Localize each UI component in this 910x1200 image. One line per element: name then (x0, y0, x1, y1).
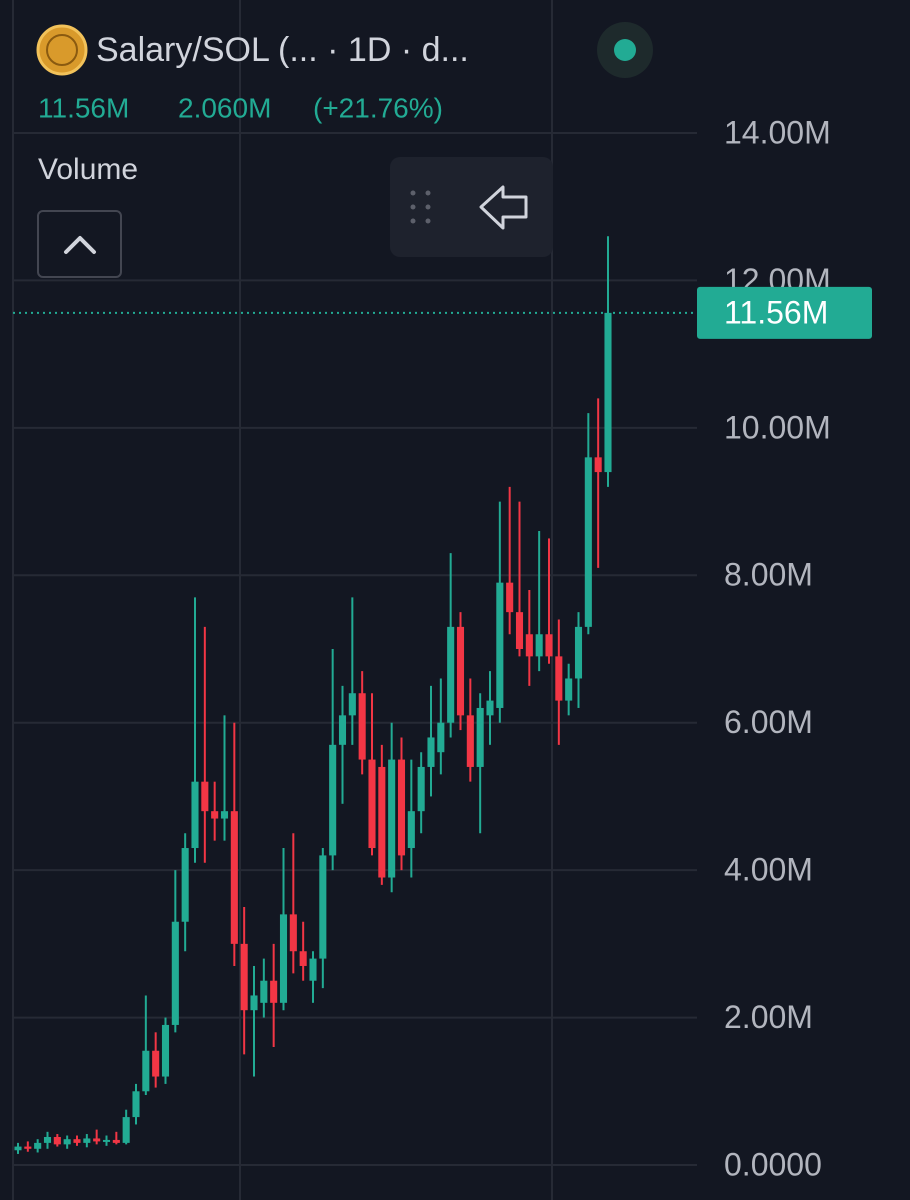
candle-body (427, 737, 435, 767)
candle-body (604, 312, 612, 473)
drag-handle[interactable] (410, 190, 431, 224)
candle-body (220, 811, 229, 819)
candle-body (93, 1138, 101, 1142)
y-tick-label: 6.00M (724, 704, 813, 740)
candle-body (270, 980, 278, 1003)
candle-body (437, 722, 445, 753)
arrow-tool[interactable] (479, 185, 528, 230)
candle-body (142, 1050, 150, 1092)
candle-body (181, 848, 189, 922)
candle-body (161, 1024, 170, 1077)
y-tick-label: 10.00M (724, 409, 831, 445)
candle-body (309, 958, 317, 981)
candle-body (24, 1146, 32, 1149)
last-price-tag (697, 286, 872, 339)
candle-body (378, 766, 386, 878)
symbol-title[interactable]: Salary/SOL (... · 1D · d... (96, 31, 469, 69)
price: 11.56M (38, 92, 129, 123)
coin-icon (36, 24, 88, 76)
candle-body (466, 715, 474, 767)
candle-body (299, 951, 307, 966)
candle-body (574, 626, 583, 679)
candle-body (152, 1050, 160, 1077)
floating-toolbar (390, 157, 553, 257)
candle-body (132, 1091, 140, 1118)
candle-body (73, 1139, 81, 1143)
candle-body (476, 707, 484, 767)
candle-body (250, 995, 258, 1011)
candle-body (397, 759, 406, 856)
candle-body (34, 1142, 42, 1149)
candle-body (506, 582, 514, 613)
status-dot (614, 39, 636, 61)
candle-body (260, 980, 268, 1003)
candle-body (329, 744, 337, 856)
candle-body (594, 457, 602, 473)
last-price-label: 11.56M (724, 294, 828, 330)
candle-body (388, 759, 396, 878)
candle-body (348, 693, 356, 716)
candle-body (211, 811, 219, 819)
y-tick-label: 4.00M (724, 852, 813, 888)
candle-body (338, 715, 347, 745)
candle-body (201, 781, 209, 812)
candle-body (289, 914, 297, 952)
change-pct: (+21.76%) (313, 92, 443, 123)
candle-body (83, 1138, 91, 1143)
candle-body (122, 1117, 130, 1143)
candle-body (43, 1136, 52, 1143)
candle-body (63, 1139, 71, 1145)
change: 2.060M (178, 92, 271, 123)
candle-body (112, 1139, 120, 1143)
candle-body (191, 781, 199, 849)
y-tick-label: 14.00M (724, 114, 831, 150)
candle-body (319, 855, 327, 959)
candle-body (565, 678, 573, 701)
toolbar-bg (390, 157, 553, 257)
candle-body (515, 612, 524, 649)
plot (13, 132, 697, 1166)
candle-body (230, 811, 238, 944)
indicator-label: Volume (38, 153, 138, 186)
y-tick-label: 2.00M (724, 999, 813, 1035)
candle-body (417, 766, 425, 812)
candle-body (555, 656, 563, 701)
candle-body (525, 634, 533, 657)
candle-body (496, 582, 504, 708)
collapse-button[interactable] (37, 210, 122, 278)
candle-body (447, 626, 455, 723)
candle-body (545, 634, 553, 657)
candle-body (486, 700, 494, 716)
candle-body (456, 626, 465, 716)
candle-body (171, 921, 179, 1025)
y-tick-label: 8.00M (724, 557, 813, 593)
chevron-up (64, 236, 96, 254)
candle-body (358, 693, 366, 760)
candle-body (584, 457, 592, 627)
candle-body (53, 1136, 61, 1145)
candle-body (407, 811, 415, 849)
candle-body (240, 943, 248, 1011)
coin-icon-ring (46, 34, 78, 66)
candle-body (279, 914, 288, 1003)
candle-body (368, 759, 376, 849)
y-tick-label: 0.0000 (724, 1146, 822, 1182)
candle-body (535, 634, 543, 657)
candle-body (102, 1139, 111, 1142)
legend-header: Salary/SOL (... · 1D · d... 11.56M 2.060… (36, 22, 653, 278)
candle-body (14, 1146, 22, 1151)
